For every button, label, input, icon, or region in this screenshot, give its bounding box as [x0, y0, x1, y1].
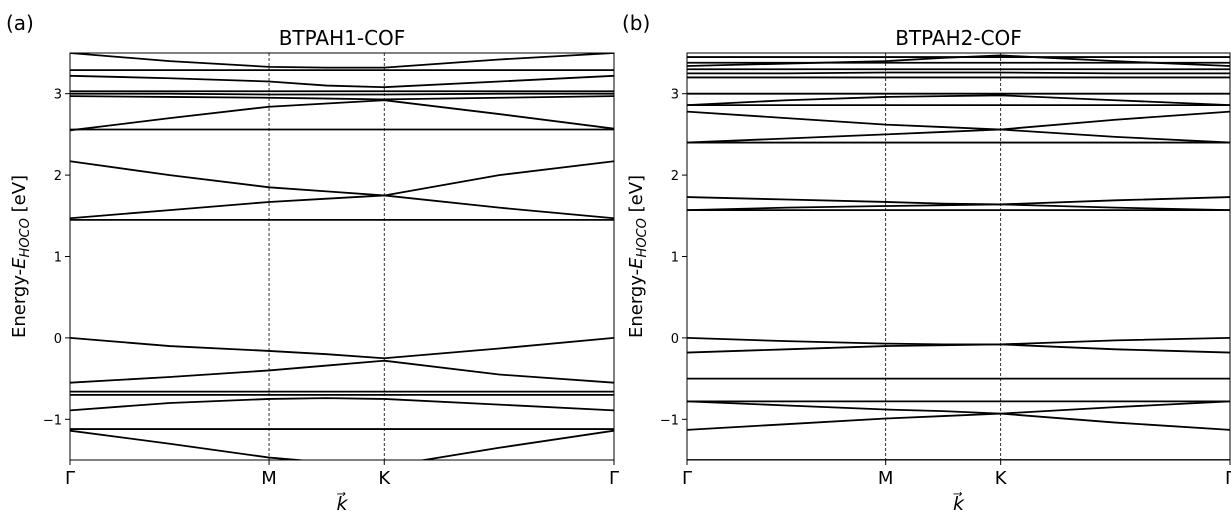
- y-axis-label-part: Energy-: [9, 269, 30, 338]
- y-axis-label-part: E: [626, 257, 647, 269]
- x-tick-label: M: [878, 468, 894, 489]
- x-tick-label: Γ: [682, 468, 692, 489]
- y-tick-label: −1: [43, 413, 62, 428]
- band-line: [687, 412, 1230, 431]
- bands: [687, 54, 1230, 460]
- y-tick-label: 1: [671, 251, 679, 266]
- x-tick-label: K: [378, 468, 391, 489]
- chart-title: BTPAH1-COF: [279, 26, 406, 50]
- band-line: [687, 203, 1230, 212]
- y-tick-label: 2: [54, 169, 62, 184]
- y-axis-label-part: [eV]: [626, 175, 647, 218]
- y-tick-label: 2: [671, 169, 679, 184]
- band-line: [70, 337, 614, 360]
- band-line: [687, 71, 1230, 75]
- y-tick-label: 1: [54, 251, 62, 266]
- y-tick-label: 3: [54, 88, 62, 103]
- y-axis-label: Energy-EHOCO [eV]: [626, 175, 650, 338]
- band-line: [70, 95, 614, 101]
- y-tick-label: 0: [54, 332, 62, 347]
- band-line: [70, 99, 614, 132]
- y-axis-label-part: HOCO: [635, 218, 650, 257]
- band-line: [70, 397, 614, 412]
- plot-frame: [686, 52, 1231, 461]
- x-tick-label: Γ: [609, 468, 619, 489]
- y-axis-label-part: Energy-: [626, 269, 647, 338]
- y-tick-label: −1: [660, 413, 679, 428]
- y-axis-label: Energy-EHOCO [eV]: [9, 175, 33, 338]
- plot-frame: [69, 52, 615, 461]
- panel-label: (a): [6, 11, 34, 35]
- x-axis-label: k⃗: [336, 492, 349, 515]
- panel: (b) BTPAH2-COF −1 0 1 2 3 Γ M K Γk⃗ Energy-EHOCO [e…: [622, 11, 1231, 515]
- panel: (a) BTPAH1-COF −1 0 1 2 3 Γ M K Γk⃗ Energy-EHOCO [e…: [6, 11, 619, 515]
- band-line: [70, 160, 614, 220]
- bands: [70, 53, 614, 460]
- band-line: [70, 92, 614, 96]
- band-line: [70, 74, 614, 89]
- y-axis-label-part: E: [9, 257, 30, 269]
- band-line: [70, 160, 614, 220]
- band-line: [70, 53, 614, 69]
- x-axis-label: k⃗: [952, 492, 965, 515]
- y-axis-label-part: HOCO: [18, 218, 33, 257]
- band-line: [687, 343, 1230, 354]
- band-line: [687, 110, 1230, 131]
- y-tick-label: 3: [671, 88, 679, 103]
- band-line: [687, 337, 1230, 346]
- x-tick-label: K: [995, 468, 1008, 489]
- band-line: [70, 429, 614, 460]
- band-line: [687, 128, 1230, 144]
- band-line: [687, 196, 1230, 206]
- band-line: [687, 400, 1230, 415]
- band-line: [687, 94, 1230, 106]
- x-tick-label: M: [261, 468, 277, 489]
- y-tick-label: 0: [671, 332, 679, 347]
- x-tick-label: Γ: [1225, 468, 1231, 489]
- chart-title: BTPAH2-COF: [895, 26, 1022, 50]
- x-tick-label: Γ: [65, 468, 75, 489]
- band-line: [70, 359, 614, 384]
- y-axis-label-part: [eV]: [9, 175, 30, 218]
- panel-label: (b): [622, 11, 650, 35]
